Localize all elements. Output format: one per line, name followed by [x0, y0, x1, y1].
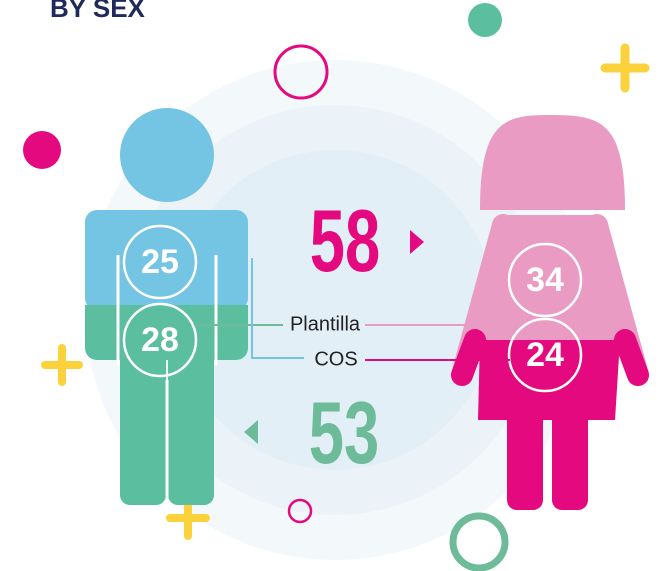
female-total: 58	[310, 193, 380, 291]
female-plantilla: 34	[526, 261, 564, 299]
female-cos: 24	[526, 336, 564, 374]
male-cos: 28	[141, 321, 179, 359]
male-plantilla: 25	[141, 243, 179, 281]
label-plantilla: Plantilla	[290, 313, 361, 335]
title: BY SEX	[50, 0, 146, 23]
label-cos: COS	[314, 348, 357, 370]
male-total: 53	[309, 385, 379, 483]
infographic: BY SEX 25 28 34 24 58 53 Plantilla COS	[0, 0, 658, 571]
